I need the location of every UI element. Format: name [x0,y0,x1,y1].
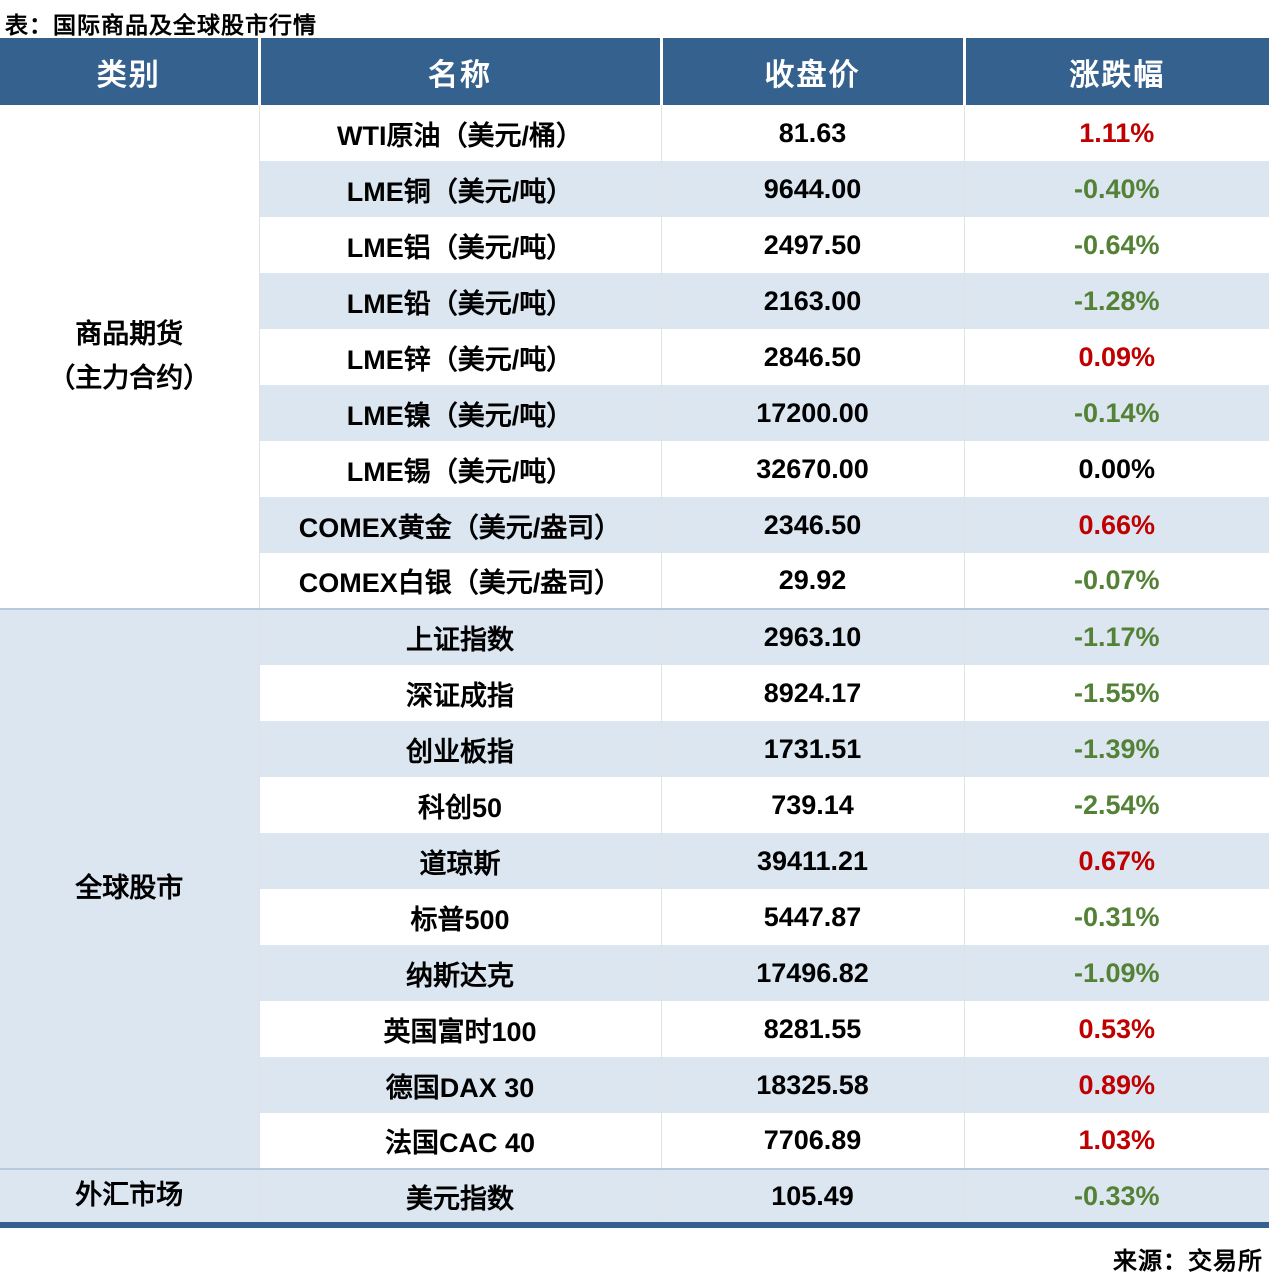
close-price-cell: 105.49 [660,1168,964,1225]
instrument-name-cell: 英国富时100 [258,1001,661,1057]
instrument-name-cell: 科创50 [258,777,661,833]
table-row: LME锡（美元/吨） 32670.00 0.00% [0,441,1269,497]
change-percent-cell: 0.00% [963,441,1269,497]
header-close-price: 收盘价 [659,38,964,105]
table-row: 科创50 739.14 -2.54% [0,777,1269,833]
header-change: 涨跌幅 [962,38,1269,105]
table-row: COMEX黄金（美元/盎司） 2346.50 0.66% [0,497,1269,553]
close-price-cell: 81.63 [660,105,964,161]
category-cell: 商品期货 （主力合约） [0,105,259,609]
table-row: 全球股市 上证指数 2963.10 -1.17% [0,608,1269,1169]
close-price-cell: 29.92 [660,553,964,609]
table-row: LME铅（美元/吨） 2163.00 -1.28% [0,273,1269,329]
category-cell: 全球股市 [0,608,259,1169]
change-percent-cell: -2.54% [963,777,1269,833]
instrument-name-cell: COMEX白银（美元/盎司） [258,553,661,609]
table-body: 商品期货 （主力合约） WTI原油（美元/桶） 81.63 1.11% LME铜（美元/吨… [0,105,1269,1225]
table-row: 深证成指 8924.17 -1.55% [0,665,1269,721]
instrument-name-cell: LME锌（美元/吨） [258,329,661,385]
table-row: 外汇市场 美元指数 105.49 -0.33% [0,1168,1269,1225]
table-row: COMEX白银（美元/盎司） 29.92 -0.07% [0,553,1269,609]
table-title: 表：国际商品及全球股市行情 [5,12,317,38]
instrument-name-cell: 纳斯达克 [258,945,661,1001]
instrument-name-cell: LME铅（美元/吨） [258,273,661,329]
close-price-cell: 32670.00 [660,441,964,497]
table-row: LME锌（美元/吨） 2846.50 0.09% [0,329,1269,385]
change-percent-cell: -0.07% [963,553,1269,609]
change-percent-cell: -0.64% [963,217,1269,273]
change-percent-cell: 0.53% [963,1001,1269,1057]
change-percent-cell: 0.67% [963,833,1269,889]
table-row: 英国富时100 8281.55 0.53% [0,1001,1269,1057]
table-row: 创业板指 1731.51 -1.39% [0,721,1269,777]
table-header: 类别 名称 收盘价 涨跌幅 [0,38,1269,105]
table-row: 法国CAC 40 7706.89 1.03% [0,1113,1269,1169]
change-percent-cell: -1.39% [963,721,1269,777]
close-price-cell: 2963.10 [660,608,964,665]
instrument-name-cell: 深证成指 [258,665,661,721]
close-price-cell: 9644.00 [660,161,964,217]
close-price-cell: 739.14 [660,777,964,833]
header-category: 类别 [0,38,259,105]
close-price-cell: 17496.82 [660,945,964,1001]
close-price-cell: 2497.50 [660,217,964,273]
instrument-name-cell: 标普500 [258,889,661,945]
close-price-cell: 2346.50 [660,497,964,553]
instrument-name-cell: 德国DAX 30 [258,1057,661,1113]
change-percent-cell: 0.89% [963,1057,1269,1113]
change-percent-cell: -0.40% [963,161,1269,217]
close-price-cell: 2846.50 [660,329,964,385]
close-price-cell: 39411.21 [660,833,964,889]
table-row: 德国DAX 30 18325.58 0.89% [0,1057,1269,1113]
table-row: 道琼斯 39411.21 0.67% [0,833,1269,889]
table-row: 商品期货 （主力合约） WTI原油（美元/桶） 81.63 1.11% [0,105,1269,609]
instrument-name-cell: LME镍（美元/吨） [258,385,661,441]
market-table: 类别 名称 收盘价 涨跌幅 商品期货 （主力合约） WTI原油（美元/桶） 81.63… [0,38,1269,1228]
instrument-name-cell: 美元指数 [258,1168,661,1225]
table-row: LME铜（美元/吨） 9644.00 -0.40% [0,161,1269,217]
category-cell: 外汇市场 [0,1168,259,1225]
close-price-cell: 8281.55 [660,1001,964,1057]
close-price-cell: 8924.17 [660,665,964,721]
instrument-name-cell: 创业板指 [258,721,661,777]
change-percent-cell: -1.55% [963,665,1269,721]
instrument-name-cell: LME铜（美元/吨） [258,161,661,217]
table-row: LME镍（美元/吨） 17200.00 -0.14% [0,385,1269,441]
source-note: 来源：交易所 [1113,1248,1263,1275]
instrument-name-cell: WTI原油（美元/桶） [258,105,661,161]
close-price-cell: 2163.00 [660,273,964,329]
close-price-cell: 7706.89 [660,1113,964,1169]
change-percent-cell: 1.03% [963,1113,1269,1169]
close-price-cell: 18325.58 [660,1057,964,1113]
change-percent-cell: 1.11% [963,105,1269,161]
close-price-cell: 17200.00 [660,385,964,441]
close-price-cell: 5447.87 [660,889,964,945]
instrument-name-cell: LME铝（美元/吨） [258,217,661,273]
table-row: LME铝（美元/吨） 2497.50 -0.64% [0,217,1269,273]
change-percent-cell: -0.33% [963,1168,1269,1225]
instrument-name-cell: 道琼斯 [258,833,661,889]
change-percent-cell: 0.09% [963,329,1269,385]
change-percent-cell: -0.14% [963,385,1269,441]
instrument-name-cell: COMEX黄金（美元/盎司） [258,497,661,553]
instrument-name-cell: 法国CAC 40 [258,1113,661,1169]
table-row: 标普500 5447.87 -0.31% [0,889,1269,945]
change-percent-cell: -0.31% [963,889,1269,945]
instrument-name-cell: LME锡（美元/吨） [258,441,661,497]
instrument-name-cell: 上证指数 [258,608,661,665]
change-percent-cell: -1.17% [963,608,1269,665]
table-row: 纳斯达克 17496.82 -1.09% [0,945,1269,1001]
header-name: 名称 [257,38,661,105]
change-percent-cell: -1.09% [963,945,1269,1001]
change-percent-cell: -1.28% [963,273,1269,329]
close-price-cell: 1731.51 [660,721,964,777]
change-percent-cell: 0.66% [963,497,1269,553]
